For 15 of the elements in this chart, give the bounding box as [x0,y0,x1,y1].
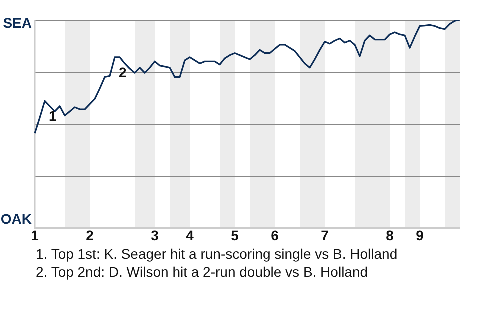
text: SEA [3,14,32,31]
x-tick-label: 4 [186,227,194,244]
x-tick-label: 8 [386,227,394,244]
x-tick-label: 1 [31,227,40,244]
x-tick-label: 2 [86,227,94,244]
x-tick-label: 3 [151,227,160,244]
x-tick-label: 9 [416,227,424,244]
annotation: 1 [49,108,57,124]
x-tick-label: 5 [231,227,240,244]
text: 2. Top 2nd: D. Wilson hit a 2-run double vs B. Holland [36,263,370,281]
x-tick-label: 7 [321,227,330,244]
text: 1. Top 1st: K. Seager hit a run-scoring single vs B. Holland [36,245,399,263]
annotation: 2 [119,64,127,80]
x-tick-label: 6 [271,227,280,244]
text: OAK [0,211,32,228]
